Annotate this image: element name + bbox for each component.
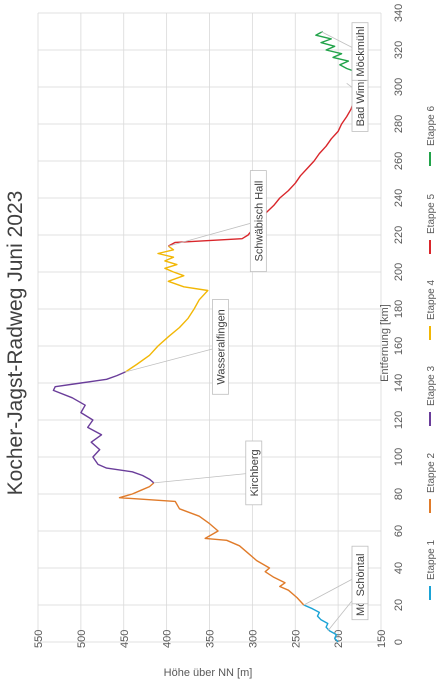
x-tick-label: 100: [393, 448, 405, 466]
y-tick-label: 550: [33, 630, 45, 648]
annotation-label: Kirchberg: [249, 449, 261, 496]
y-tick-label: 450: [119, 630, 131, 648]
annotation-leader: [125, 346, 221, 373]
y-tick-label: 150: [376, 630, 388, 648]
y-tick-label: 400: [162, 630, 174, 648]
annotation-label: Möckmühl: [355, 26, 367, 76]
grid: [37, 12, 382, 643]
x-tick-label: 320: [393, 41, 405, 59]
legend-label: Etappe 5: [426, 194, 437, 234]
x-tick-label: 340: [393, 4, 405, 22]
x-tick-label: 60: [393, 525, 405, 537]
y-tick-label: 350: [205, 630, 217, 648]
x-tick-label: 180: [393, 300, 405, 318]
x-tick-label: 220: [393, 226, 405, 244]
legend-label: Etappe 4: [426, 280, 437, 320]
x-tick-label: 200: [393, 263, 405, 281]
annotation-leader: [303, 574, 361, 606]
y-tick-label: 500: [76, 630, 88, 648]
annotation-label: Wasseralfingen: [215, 309, 227, 384]
annotation-label: Schwäbisch Hall: [253, 181, 265, 262]
legend: Etappe 1 Etappe 2 Etappe 3 Etappe 4 Etappe 5…: [426, 106, 437, 600]
x-tick-label: 260: [393, 152, 405, 170]
annotation-box: [249, 170, 267, 273]
x-tick-label: 240: [393, 189, 405, 207]
series-line-etappe-3: [52, 371, 155, 484]
annotation-box: [245, 440, 263, 506]
annotations: Möckmühl Schöntal Kirchberg Wasseralfingen S…: [125, 22, 369, 632]
annotation-label: Schöntal: [355, 554, 367, 597]
x-axis-title: Entfernung [km]: [379, 304, 391, 382]
x-tick-label: 80: [393, 488, 405, 500]
annotation-box: [351, 545, 369, 605]
x-tick-label: 120: [393, 411, 405, 429]
legend-label: Etappe 6: [426, 106, 437, 146]
x-tick-label: 140: [393, 374, 405, 392]
series-line-etappe-2: [118, 482, 305, 606]
legend-label: Etappe 1: [426, 540, 437, 580]
x-tick-label: 40: [393, 562, 405, 574]
y-axis-title: Höhe über NN [m]: [164, 667, 253, 679]
y-tick-label: 300: [247, 630, 259, 648]
legend-label: Etappe 2: [426, 453, 437, 493]
annotation-box: [212, 299, 229, 395]
chart-title: Kocher-Jagst-Radweg Juni 2023: [4, 191, 27, 496]
x-tick-label: 20: [393, 599, 405, 611]
x-tick-label: 300: [393, 78, 405, 96]
annotation-leader: [153, 472, 254, 484]
annotation-leader: [168, 220, 259, 247]
x-tick-label: 280: [393, 115, 405, 133]
axes: 0 20 40 60 80 100 120 140 160 180 200 220 240 260 280 3…: [33, 4, 405, 648]
x-tick-label: 160: [393, 337, 405, 355]
series-line-etappe-1: [303, 604, 339, 643]
y-tick-label: 250: [290, 630, 302, 648]
annotation-box: [351, 22, 369, 81]
x-tick-label: 0: [393, 639, 405, 645]
legend-label: Etappe 3: [426, 366, 437, 406]
series-line-etappe-4: [125, 245, 209, 373]
